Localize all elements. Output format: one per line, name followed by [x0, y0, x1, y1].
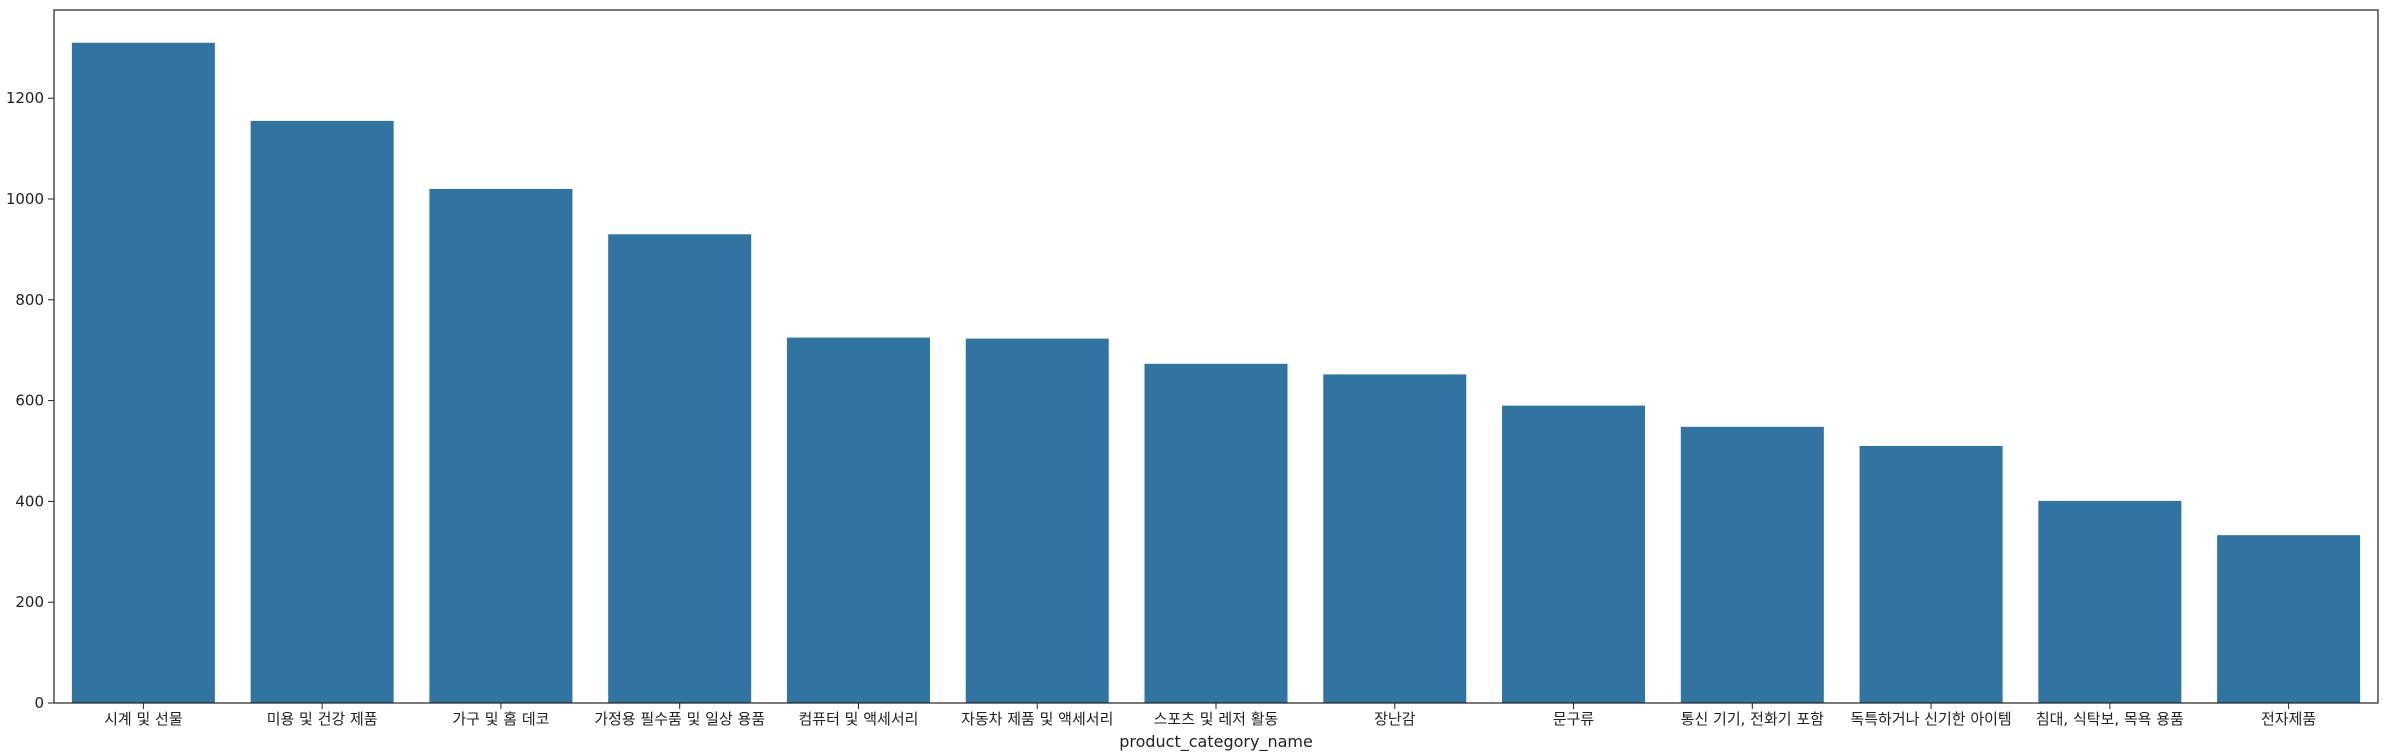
x-axis-label: product_category_name: [1119, 732, 1313, 752]
bar: [1323, 374, 1467, 703]
x-tick-label: 스포츠 및 레저 활동: [1154, 710, 1279, 728]
x-tick-label: 컴퓨터 및 액세서리: [798, 710, 918, 728]
x-tick-label: 시계 및 선물: [104, 710, 183, 728]
bar: [1680, 426, 1824, 703]
x-tick-label: 미용 및 건강 제품: [267, 710, 378, 728]
plot-frame: [53, 9, 2379, 704]
bar: [71, 42, 215, 703]
y-tick-label: 0: [34, 694, 44, 712]
x-tick-label: 문구류: [1553, 710, 1595, 728]
y-tick-label: 1000: [6, 190, 44, 208]
y-tick-label: 400: [15, 492, 44, 510]
bar: [429, 188, 573, 704]
bar: [2217, 535, 2361, 703]
bar: [1859, 445, 2003, 703]
bars-group: [71, 42, 2361, 704]
y-tick-label: 600: [15, 392, 44, 410]
x-tick-label: 통신 기기, 전화기 포함: [1681, 710, 1824, 728]
bar: [965, 338, 1109, 703]
x-tick-label: 자동차 제품 및 액세서리: [961, 710, 1113, 728]
y-tick-label: 800: [15, 291, 44, 309]
x-tick-label: 가정용 필수품 및 일상 용품: [594, 710, 765, 728]
bar: [250, 120, 394, 703]
bar: [786, 337, 930, 703]
y-tick-label: 200: [15, 593, 44, 611]
x-axis: 시계 및 선물 미용 및 건강 제품 가구 및 홈 데코 가정용 필수품 및 일상 용…: [104, 703, 2316, 728]
y-tick-label: 1200: [6, 89, 44, 107]
bar: [608, 234, 752, 703]
bar: [1144, 363, 1288, 703]
bar: [1502, 405, 1646, 703]
x-tick-label: 독특하거나 신기한 아이템: [1850, 710, 2011, 728]
x-tick-label: 침대, 식탁보, 목욕 용품: [2036, 710, 2184, 728]
x-tick-label: 전자제품: [2261, 710, 2316, 728]
bar: [2038, 500, 2182, 703]
x-tick-label: 가구 및 홈 데코: [452, 710, 549, 728]
y-axis: 0 200 400 600 800 1000 1200: [6, 89, 54, 712]
x-tick-label: 장난감: [1374, 710, 1416, 728]
